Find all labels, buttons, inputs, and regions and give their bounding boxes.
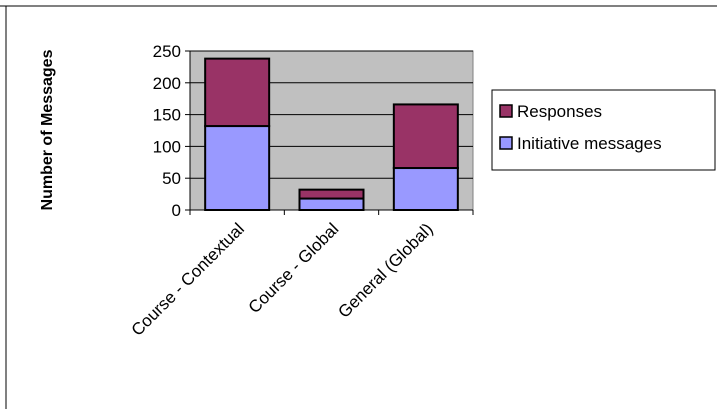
x-tick-label-2: General (Global): [334, 219, 436, 321]
legend-swatch-initiative: [499, 136, 513, 150]
bar-responses-1: [298, 188, 365, 200]
legend-swatch-responses: [499, 104, 513, 118]
legend: Responses Initiative messages: [491, 89, 716, 171]
bar-responses-2: [392, 103, 459, 170]
y-tick-label-150: 150: [153, 106, 181, 125]
y-tick-label-0: 0: [172, 201, 181, 220]
bar-initiative-0: [204, 125, 271, 211]
y-tick-label-250: 250: [153, 42, 181, 61]
x-tick-label-1: Course - Global: [245, 219, 343, 317]
y-tick-label-200: 200: [153, 74, 181, 93]
legend-label-responses: Responses: [517, 102, 602, 121]
y-tick-label-50: 50: [162, 169, 181, 188]
y-axis-label: Number of Messages: [39, 49, 56, 210]
x-tick-label-0: Course - Contextual: [128, 219, 248, 339]
legend-label-initiative: Initiative messages: [517, 134, 662, 153]
y-tick-label-100: 100: [153, 137, 181, 156]
y-axis: 0 50 100 150 200 250: [153, 42, 191, 220]
bar-responses-0: [204, 57, 271, 128]
legend-box: [491, 89, 716, 171]
bar-initiative-1: [298, 197, 365, 212]
bars: [204, 57, 459, 212]
bar-initiative-2: [392, 167, 459, 212]
